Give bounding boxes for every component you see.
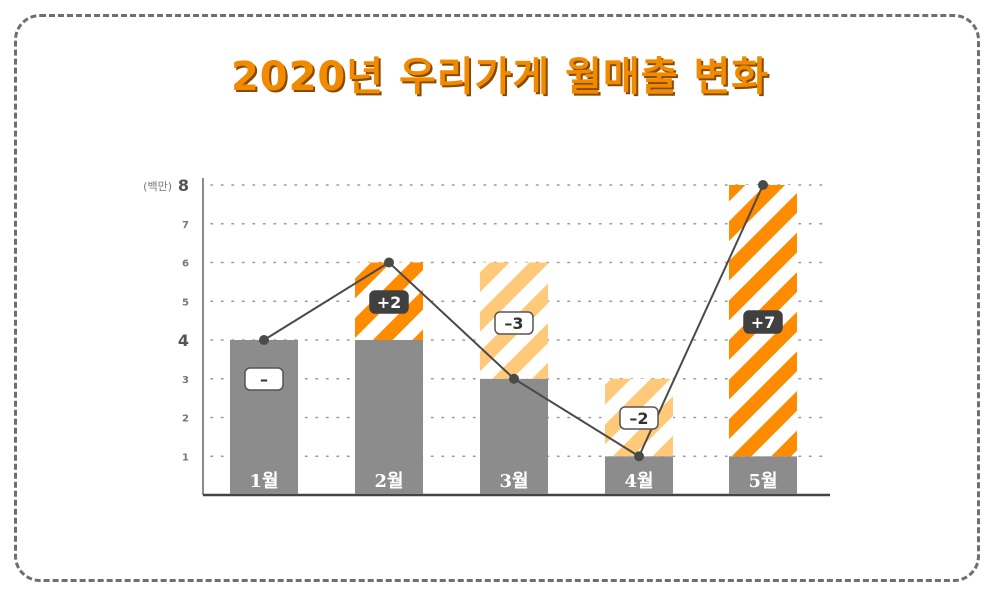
y-tick-label: 6	[182, 259, 189, 270]
x-tick-label: 3월	[499, 471, 528, 492]
change-badge-label: +7	[751, 313, 776, 332]
change-badge: –3	[494, 311, 534, 335]
x-tick-label: 5월	[748, 471, 777, 492]
y-tick-label: 2	[182, 414, 189, 425]
sales-point	[259, 335, 269, 345]
change-badge-label: +2	[377, 293, 402, 312]
x-tick-label: 4월	[624, 471, 653, 492]
change-badge: +7	[743, 310, 783, 334]
change-badge-box	[244, 367, 284, 391]
y-tick-label: 7	[182, 220, 189, 231]
change-badge-box	[743, 310, 783, 334]
change-badge: –2	[619, 406, 659, 430]
change-badge-label: –3	[504, 314, 523, 333]
change-badge-box	[369, 290, 409, 314]
y-tick-label: 5	[182, 297, 189, 308]
chart-title: 2020년 우리가게 월매출 변화	[230, 54, 770, 100]
y-tick-label: 8	[178, 176, 189, 195]
base-bar	[729, 456, 797, 494]
y-tick-label: 4	[178, 331, 189, 350]
y-tick-label: 3	[182, 375, 189, 386]
y-tick-label: 1	[182, 452, 189, 463]
base-bar	[480, 378, 548, 494]
change-badge: +2	[369, 290, 409, 314]
change-badge: –	[244, 367, 284, 391]
base-bar	[230, 340, 298, 494]
change-badge-label: –2	[629, 409, 648, 428]
x-tick-label: 1월	[249, 471, 278, 492]
change-badge-label: –	[260, 370, 268, 389]
y-unit-label: (백만)	[143, 180, 172, 193]
change-badge-box	[494, 311, 534, 335]
base-bar	[355, 340, 423, 494]
sales-point	[758, 180, 768, 190]
base-bar	[605, 456, 673, 494]
x-tick-label: 2월	[374, 471, 403, 492]
sales-point	[634, 451, 644, 462]
sales-point	[509, 373, 519, 384]
change-badge-box	[619, 406, 659, 430]
sales-point	[384, 257, 394, 268]
dashed-frame	[14, 14, 980, 582]
